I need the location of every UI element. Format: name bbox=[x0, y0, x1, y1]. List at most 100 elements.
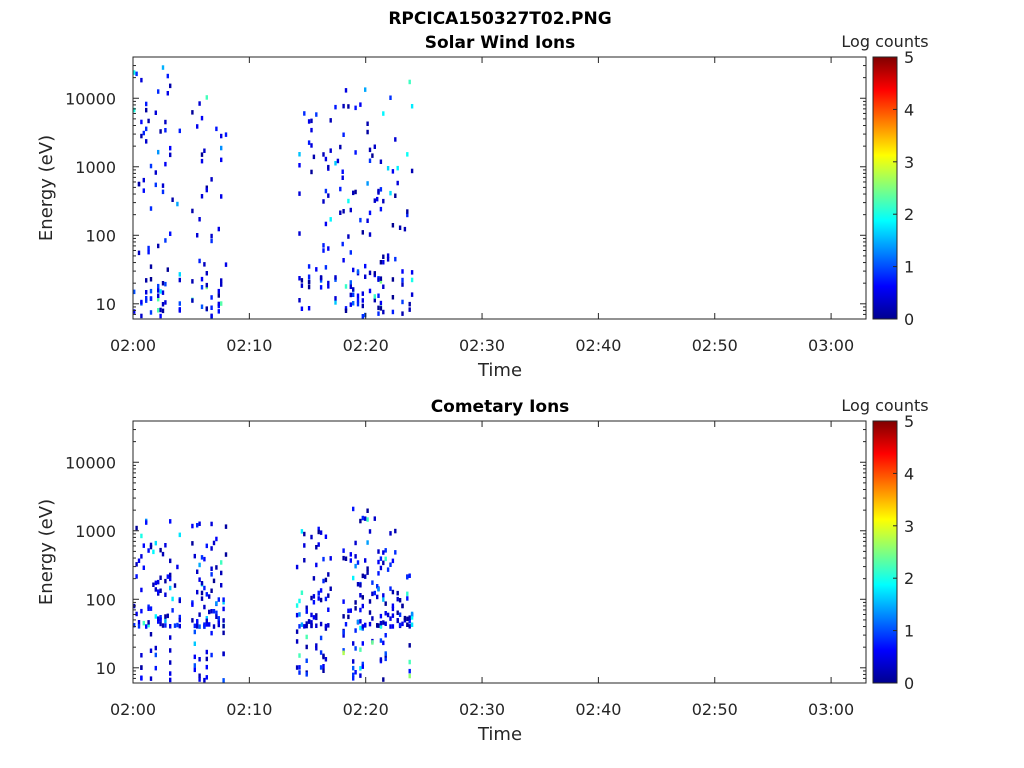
spectrogram-cell bbox=[215, 126, 218, 132]
spectrogram-cell bbox=[210, 572, 213, 577]
spectrogram-cell bbox=[178, 532, 181, 538]
spectrogram-cell bbox=[300, 529, 304, 534]
spectrogram-cell bbox=[384, 651, 387, 656]
spectrogram-cell bbox=[298, 624, 301, 629]
spectrogram-cell bbox=[359, 607, 362, 613]
spectrogram-cell bbox=[140, 675, 143, 680]
spectrogram-cell bbox=[157, 589, 160, 594]
spectrogram-cell bbox=[359, 593, 362, 598]
spectrogram-cell bbox=[312, 615, 316, 620]
spectrogram-cell bbox=[401, 621, 404, 627]
x-tick-label: 02:10 bbox=[226, 700, 272, 719]
colorbar-tick-label: 5 bbox=[904, 412, 914, 431]
spectrogram-cell bbox=[164, 592, 167, 597]
spectrogram-cell bbox=[208, 594, 211, 599]
y-tick-label: 100 bbox=[85, 590, 116, 609]
x-tick-label: 02:40 bbox=[575, 336, 621, 355]
spectrogram-cell bbox=[341, 175, 344, 180]
spectrogram-cell bbox=[359, 217, 362, 223]
spectrogram-cell bbox=[408, 619, 411, 624]
spectrogram-cell bbox=[349, 302, 352, 307]
spectrogram-cell bbox=[364, 263, 367, 269]
spectrogram-cell bbox=[394, 528, 397, 534]
spectrogram-cell bbox=[222, 600, 225, 605]
spectrogram-cell bbox=[191, 602, 194, 607]
spectrogram-cell bbox=[193, 663, 196, 668]
spectrogram-cell bbox=[368, 599, 372, 604]
spectrogram-cell bbox=[196, 569, 199, 574]
spectrogram-cell bbox=[317, 591, 320, 596]
spectrogram-cell bbox=[164, 300, 167, 305]
spectrogram-cell bbox=[145, 278, 148, 283]
spectrogram-cell bbox=[410, 277, 414, 283]
spectrogram-cell bbox=[217, 619, 220, 624]
spectrogram-cell bbox=[315, 112, 318, 117]
spectrogram-cell bbox=[377, 293, 380, 298]
spectrogram-cell bbox=[140, 133, 143, 139]
spectrogram-cell bbox=[215, 565, 218, 570]
spectrogram-cell bbox=[178, 277, 181, 283]
spectrogram-cell bbox=[379, 556, 383, 561]
spectrogram-cell bbox=[377, 559, 380, 565]
spectrogram-cell bbox=[322, 654, 325, 660]
spectrogram-cell bbox=[317, 526, 320, 532]
spectrogram-cell bbox=[303, 543, 306, 548]
spectrogram-cell bbox=[396, 590, 399, 596]
spectrogram-cell bbox=[149, 206, 153, 211]
spectrogram-cell bbox=[319, 650, 323, 655]
spectrogram-cell bbox=[217, 293, 220, 298]
spectrogram-cell bbox=[310, 143, 313, 148]
spectrogram-cell bbox=[382, 550, 385, 555]
spectrogram-cell bbox=[193, 641, 196, 646]
spectrogram-cell bbox=[382, 593, 385, 598]
spectrogram-cell bbox=[147, 620, 150, 625]
spectrogram-cell bbox=[295, 612, 299, 618]
spectrogram-cell bbox=[145, 298, 148, 303]
spectrogram-cell bbox=[169, 231, 172, 236]
spectrogram-cell bbox=[191, 298, 194, 303]
spectrogram-cell bbox=[210, 295, 213, 300]
spectrogram-cell bbox=[322, 248, 325, 253]
spectrogram-cell bbox=[303, 111, 306, 116]
spectrogram-cell bbox=[352, 287, 355, 292]
spectrogram-cell bbox=[307, 274, 311, 279]
spectrogram-cell bbox=[220, 560, 223, 565]
spectrogram-cell bbox=[157, 288, 160, 293]
spectrogram-cell bbox=[212, 540, 216, 546]
spectrogram-cell bbox=[200, 304, 204, 309]
spectrogram-cell bbox=[377, 188, 380, 194]
spectrogram-cell bbox=[212, 578, 216, 584]
spectrogram-cell bbox=[200, 115, 204, 121]
spectrogram-cell bbox=[191, 541, 194, 546]
spectrogram-cell bbox=[300, 306, 304, 311]
spectrogram-cell bbox=[382, 111, 385, 116]
spectrogram-cell bbox=[200, 596, 204, 601]
spectrogram-cell bbox=[169, 558, 172, 564]
spectrogram-cell bbox=[389, 95, 392, 100]
spectrogram-cell bbox=[208, 622, 211, 627]
spectrogram-cell bbox=[164, 623, 167, 628]
spectrogram-cell bbox=[298, 152, 301, 157]
spectrogram-cell bbox=[154, 614, 157, 619]
spectrogram-cell bbox=[169, 648, 172, 653]
spectrogram-cell bbox=[386, 166, 390, 171]
spectrogram-cell bbox=[347, 608, 350, 614]
spectrogram-cell bbox=[382, 284, 385, 289]
spectrogram-cell bbox=[406, 616, 409, 622]
spectrogram-cell bbox=[222, 618, 225, 623]
spectrogram-cell bbox=[384, 556, 387, 562]
spectrogram-cell bbox=[222, 630, 225, 636]
spectrogram-cell bbox=[224, 552, 228, 557]
y-axis: 10 100 1000 10000 bbox=[65, 420, 866, 684]
spectrogram-cell bbox=[305, 605, 308, 610]
spectrogram-cell bbox=[159, 617, 162, 622]
spectrogram-cell bbox=[164, 161, 167, 167]
spectrogram-cell bbox=[220, 133, 223, 139]
spectrogram-cell bbox=[368, 210, 372, 216]
spectrogram-cell bbox=[133, 70, 136, 75]
spectrogram-cell bbox=[164, 238, 167, 243]
spectrogram-cell bbox=[157, 283, 160, 289]
spectrogram-cell bbox=[222, 651, 225, 656]
x-axis: 02:00 02:10 02:20 02:30 02:40 02:50 03:00 bbox=[110, 421, 854, 719]
